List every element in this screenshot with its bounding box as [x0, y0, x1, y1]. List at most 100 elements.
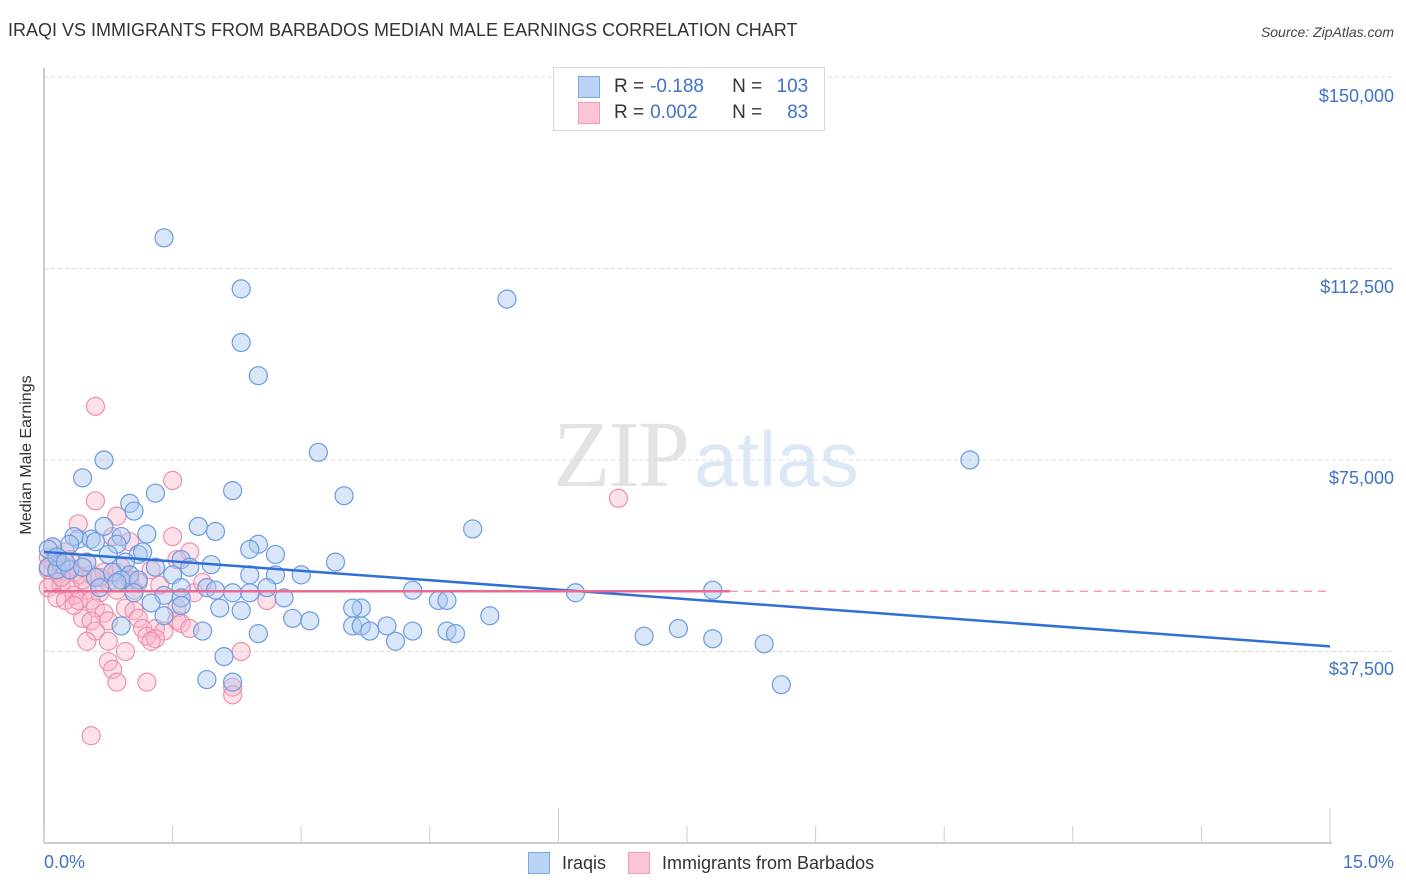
data-point[interactable] [497, 289, 517, 309]
data-point[interactable] [240, 539, 260, 559]
data-point[interactable] [132, 542, 153, 562]
data-point[interactable] [205, 521, 226, 542]
data-point[interactable] [102, 659, 123, 679]
data-point[interactable] [960, 450, 980, 470]
data-point[interactable] [445, 624, 466, 644]
barbados-swatch [628, 852, 651, 874]
data-point[interactable] [334, 486, 354, 506]
data-point[interactable] [325, 552, 346, 572]
data-point[interactable] [150, 575, 170, 595]
data-point[interactable] [403, 621, 423, 641]
data-point[interactable] [265, 544, 286, 565]
data-point[interactable] [141, 593, 161, 613]
data-point[interactable] [115, 641, 136, 662]
ytick-75000: $75,000 [1328, 468, 1394, 488]
data-point[interactable] [98, 611, 118, 631]
data-point[interactable] [107, 506, 127, 526]
data-point[interactable] [223, 672, 243, 692]
data-point[interactable] [248, 366, 268, 386]
data-point[interactable] [231, 279, 251, 299]
data-point[interactable] [291, 565, 311, 585]
stats-legend: R = -0.188 N = 103 R = 0.002 N = 83 [553, 67, 825, 131]
data-point[interactable] [124, 501, 144, 521]
data-point[interactable] [137, 524, 157, 544]
data-point[interactable] [85, 532, 106, 552]
data-point[interactable] [385, 631, 406, 651]
data-point[interactable] [94, 450, 114, 470]
data-point[interactable] [154, 228, 174, 248]
data-point[interactable] [171, 588, 191, 608]
data-point[interactable] [608, 488, 629, 508]
data-point[interactable] [771, 675, 791, 695]
data-point[interactable] [64, 595, 84, 616]
data-point[interactable] [128, 608, 148, 628]
data-point[interactable] [145, 483, 166, 503]
data-point[interactable] [94, 516, 114, 536]
data-point[interactable] [248, 624, 268, 644]
data-point[interactable] [300, 611, 320, 631]
data-point[interactable] [193, 621, 213, 641]
data-point[interactable] [754, 634, 774, 654]
r-value: -0.188 [650, 76, 704, 97]
data-point[interactable] [231, 641, 251, 662]
data-point[interactable] [223, 677, 243, 697]
chart-title: IRAQI VS IMMIGRANTS FROM BARBADOS MEDIAN… [8, 20, 798, 40]
data-point[interactable] [437, 590, 457, 611]
data-point[interactable] [81, 726, 101, 746]
data-point[interactable] [463, 519, 483, 539]
data-point[interactable] [90, 578, 110, 598]
data-point[interactable] [308, 442, 328, 462]
data-point[interactable] [283, 608, 303, 628]
data-point[interactable] [210, 598, 230, 618]
data-point[interactable] [107, 672, 127, 692]
data-point[interactable] [98, 544, 118, 565]
data-point[interactable] [231, 601, 251, 621]
data-point[interactable] [214, 646, 234, 667]
data-point[interactable] [231, 332, 251, 353]
data-point[interactable] [72, 557, 93, 577]
data-point[interactable] [163, 526, 183, 547]
data-point[interactable] [171, 595, 191, 616]
data-point[interactable] [240, 583, 260, 603]
legend-row-barbados: R = 0.002 N = 83 [578, 101, 808, 125]
data-point[interactable] [480, 606, 500, 626]
data-point[interactable] [565, 583, 586, 603]
data-point[interactable] [703, 629, 723, 649]
data-point[interactable] [360, 621, 380, 641]
data-point[interactable] [188, 516, 208, 536]
ytick-150000: $150,000 [1318, 86, 1394, 106]
data-point[interactable] [107, 572, 127, 593]
data-point[interactable] [223, 481, 243, 501]
data-point[interactable] [343, 598, 363, 618]
data-point[interactable] [223, 583, 243, 603]
data-point[interactable] [98, 631, 118, 651]
data-point[interactable] [154, 606, 174, 626]
data-point[interactable] [145, 557, 166, 577]
data-point[interactable] [377, 616, 397, 636]
data-point[interactable] [141, 631, 161, 651]
legend-item-iraqis[interactable]: Iraqis [528, 852, 606, 874]
data-point[interactable] [668, 618, 689, 639]
data-point[interactable] [85, 491, 106, 511]
ytick-37500: $37,500 [1328, 659, 1394, 679]
data-point[interactable] [85, 396, 106, 416]
data-point[interactable] [137, 672, 157, 692]
data-point[interactable] [72, 468, 93, 488]
data-point[interactable] [634, 626, 654, 646]
data-point[interactable] [274, 588, 294, 608]
data-point[interactable] [124, 583, 144, 603]
data-point[interactable] [197, 669, 217, 690]
data-point[interactable] [163, 470, 183, 491]
data-point[interactable] [68, 514, 88, 534]
n-label: N = [732, 76, 763, 97]
data-point[interactable] [55, 552, 76, 572]
legend-item-barbados[interactable]: Immigrants from Barbados [628, 852, 874, 874]
data-point[interactable] [85, 567, 106, 588]
data-point[interactable] [257, 578, 277, 598]
data-point[interactable] [81, 611, 101, 631]
data-point[interactable] [128, 570, 148, 590]
data-point[interactable] [111, 616, 131, 636]
data-point[interactable] [90, 567, 110, 588]
data-point[interactable] [77, 631, 97, 651]
